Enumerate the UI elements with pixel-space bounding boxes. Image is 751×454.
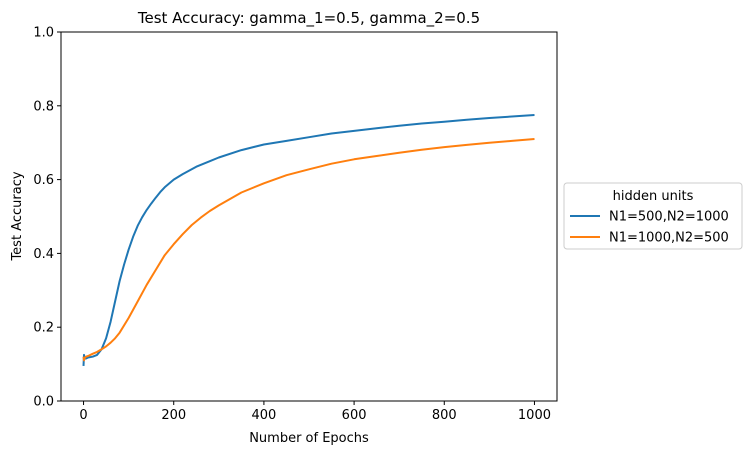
legend-title: hidden units: [613, 189, 694, 204]
y-tick-label: 0.8: [33, 99, 54, 114]
axes-frame: [60, 31, 558, 402]
series-line-2: [82, 138, 535, 362]
legend-box: [563, 182, 743, 250]
y-tick-label: 1.0: [33, 26, 54, 41]
x-tick-label: 600: [342, 408, 367, 423]
legend: hidden units N1=500,N2=1000 N1=1000,N2=50…: [563, 182, 743, 250]
plot-area: 0 200 400 600 800 1000 0.0 0.2 0.4 0.6 0.8 1.0: [33, 26, 558, 423]
y-tick-label: 0.4: [33, 247, 54, 262]
x-tick-label: 0: [79, 408, 87, 423]
y-tick-label: 0.2: [33, 321, 54, 336]
x-tick-label: 1000: [518, 408, 551, 423]
x-tick-label: 200: [161, 408, 186, 423]
x-axis-label: Number of Epochs: [249, 431, 369, 446]
y-axis-label: Test Accuracy: [10, 171, 25, 261]
y-tick-label: 0.6: [33, 173, 54, 188]
legend-items: N1=500,N2=1000 N1=1000,N2=500: [570, 210, 729, 246]
chart-title: Test Accuracy: gamma_1=0.5, gamma_2=0.5: [137, 9, 480, 28]
x-tick-label: 400: [251, 408, 276, 423]
legend-label-2: N1=1000,N2=500: [609, 231, 729, 246]
legend-label-1: N1=500,N2=1000: [609, 210, 729, 225]
y-axis: 0.0 0.2 0.4 0.6 0.8 1.0: [33, 26, 61, 410]
x-tick-label: 800: [432, 408, 457, 423]
x-axis: 0 200 400 600 800 1000: [79, 401, 551, 423]
series-lines: [82, 114, 535, 366]
y-tick-label: 0.0: [33, 395, 54, 410]
